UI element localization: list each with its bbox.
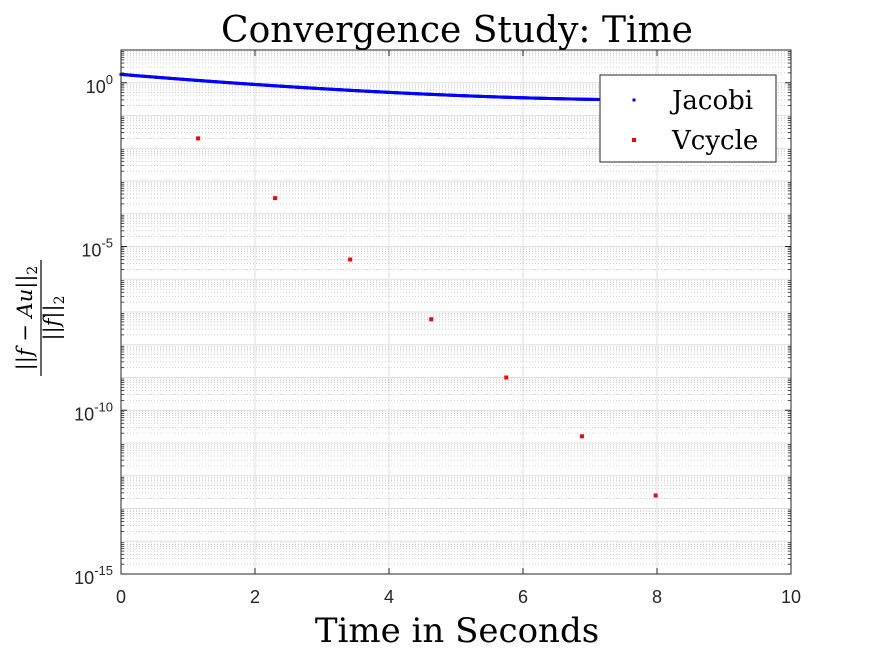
vcycle-point bbox=[429, 317, 434, 322]
x-axis-label: Time in Seconds bbox=[315, 611, 599, 651]
vcycle-point bbox=[196, 136, 201, 141]
legend-label: Vcycle bbox=[671, 126, 758, 156]
vcycle-point bbox=[504, 375, 509, 380]
y-label-numerator: ||f − Au|| bbox=[13, 275, 38, 371]
y-tick-label: 10-10 bbox=[74, 399, 113, 424]
y-label-denominator-sub: 2 bbox=[52, 296, 68, 305]
svg-text:||f − Au||2: ||f − Au||2 bbox=[13, 266, 41, 371]
x-tick-label: 2 bbox=[250, 587, 260, 607]
y-tick-label: 10-5 bbox=[81, 236, 113, 261]
legend-marker bbox=[632, 138, 636, 142]
legend: Jacobi Vcycle bbox=[599, 74, 777, 163]
chart-title: Convergence Study: Time bbox=[221, 10, 693, 51]
vcycle-point bbox=[273, 196, 278, 201]
axes: 0 2 4 6 8 10 100 10-5 10-10 10-15 bbox=[74, 49, 801, 607]
x-tick-label: 0 bbox=[116, 587, 126, 607]
x-tick-label: 6 bbox=[518, 587, 528, 607]
vcycle-point bbox=[579, 434, 584, 439]
vcycle-point bbox=[653, 493, 658, 498]
x-tick-label: 4 bbox=[384, 587, 394, 607]
y-label-denominator: ||f|| bbox=[40, 304, 65, 340]
x-tick-label: 10 bbox=[781, 587, 801, 607]
legend-box bbox=[599, 74, 777, 163]
svg-text:||f||2: ||f||2 bbox=[40, 296, 68, 341]
y-axis-label: ||f − Au||2 ||f||2 bbox=[13, 260, 68, 376]
y-tick-label: 10-15 bbox=[74, 563, 113, 588]
vcycle-point bbox=[348, 257, 353, 262]
y-label-numerator-sub: 2 bbox=[25, 266, 41, 275]
axes-box bbox=[120, 49, 792, 575]
legend-marker bbox=[632, 98, 636, 102]
legend-label: Jacobi bbox=[669, 86, 753, 116]
x-tick-label: 8 bbox=[652, 587, 662, 607]
y-tick-label: 100 bbox=[86, 72, 113, 97]
